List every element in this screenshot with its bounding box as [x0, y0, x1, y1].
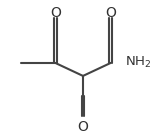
- Text: O: O: [50, 6, 61, 20]
- Text: O: O: [105, 6, 116, 20]
- Text: O: O: [78, 120, 88, 134]
- Text: NH$_2$: NH$_2$: [125, 55, 151, 70]
